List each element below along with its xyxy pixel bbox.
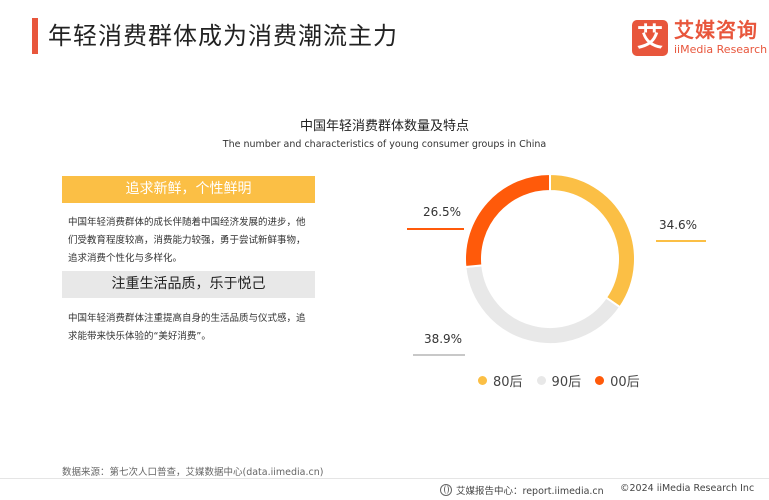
globe-icon (440, 484, 452, 496)
title-accent-bar (32, 18, 38, 54)
donut-slice-80s (549, 172, 636, 309)
footer-divider (0, 478, 769, 479)
legend-label-00s: 00后 (610, 374, 640, 390)
page-title: 年轻消费群体成为消费潮流主力 (48, 22, 398, 50)
logo-name-cn: 艾媒咨询 (674, 18, 758, 42)
chart-subtitle: The number and characteristics of young … (222, 139, 547, 150)
legend-item-80s: 80后 (478, 371, 523, 390)
chart-title: 中国年轻消费群体数量及特点 (299, 119, 469, 134)
legend-item-90s: 90后 (536, 371, 582, 390)
panel-text-quality: 中国年轻消费群体注重提高自身的生活品质与仪式感，追求能带来快乐体验的“美好消费”… (68, 313, 306, 342)
logo-mark: 艾 (632, 20, 668, 56)
legend-swatch-00s (595, 375, 605, 385)
legend-label-90s: 90后 (551, 374, 582, 390)
report-center-link[interactable]: 艾媒报告中心：report.iimedia.cn (456, 486, 604, 497)
chart-legend: 80后 90后 00后 (478, 370, 654, 390)
donut-slice-00s (464, 172, 551, 269)
legend-swatch-80s (478, 375, 487, 385)
data-label-00s: 26.5% (423, 205, 461, 219)
legend-label-80s: 80后 (493, 374, 523, 390)
legend-item-00s: 00后 (595, 371, 640, 390)
donut-slice-90s (464, 264, 622, 345)
data-source-note: 数据来源：第七次人口普查，艾媒数据中心(data.iimedia.cn) (62, 467, 324, 478)
brand-logo: 艾 艾媒咨询 iiMedia Research (632, 18, 767, 60)
data-label-80s: 34.6% (659, 218, 697, 232)
data-label-90s: 38.9% (424, 332, 462, 346)
footer-report-center[interactable]: 艾媒报告中心：report.iimedia.cn (440, 483, 604, 497)
legend-swatch-90s (536, 375, 546, 385)
footer-copyright: ©2024 iiMedia Research Inc (620, 483, 755, 494)
logo-name-en: iiMedia Research (674, 43, 768, 56)
panel-text-novelty: 中国年轻消费群体的成长伴随着中国经济发展的进步，他们受教育程度较高，消费能力较强… (68, 217, 306, 264)
panel-heading-novelty: 追求新鲜，个性鲜明 (62, 176, 315, 203)
panel-heading-quality: 注重生活品质，乐于悦己 (62, 271, 315, 298)
